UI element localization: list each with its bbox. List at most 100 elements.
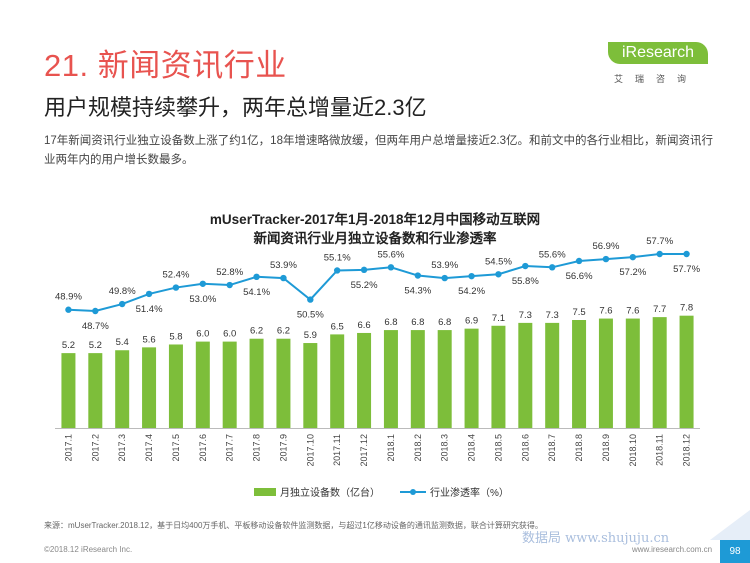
x-tick-label: 2017.4	[144, 434, 154, 462]
bar-value-label: 5.9	[304, 330, 317, 341]
x-tick-label: 2018.7	[547, 434, 557, 462]
bar	[598, 318, 613, 428]
line-point	[575, 257, 583, 265]
x-tick-label: 2018.2	[413, 434, 423, 462]
bar	[625, 318, 640, 428]
bar-value-label: 6.9	[465, 316, 478, 327]
bar-value-label: 7.3	[546, 310, 559, 321]
page-number: 98	[720, 540, 750, 563]
x-tick-label: 2017.5	[171, 434, 181, 462]
line-point	[172, 284, 180, 291]
x-tick-label: 2017.2	[90, 434, 100, 462]
bar	[195, 341, 210, 428]
line-point	[468, 272, 475, 280]
line-value-label: 52.4%	[162, 270, 189, 281]
bar-value-label: 7.6	[626, 306, 639, 317]
x-tick-label: 2018.10	[628, 434, 638, 467]
line-value-label: 54.1%	[243, 287, 270, 298]
bar	[249, 338, 264, 428]
bar	[652, 317, 667, 428]
logo-brand: iResearch	[608, 42, 708, 64]
bar	[115, 350, 130, 428]
bar-value-label: 6.5	[331, 321, 344, 332]
bar	[437, 330, 452, 428]
line-point	[495, 271, 502, 278]
line-value-label: 55.1%	[324, 252, 351, 263]
line-value-label: 56.9%	[592, 241, 619, 252]
x-tick-label: 2017.7	[225, 434, 235, 462]
line-value-label: 57.2%	[619, 267, 646, 278]
legend-bar-label: 月独立设备数（亿台）	[280, 486, 380, 499]
bar	[142, 347, 157, 428]
bar-value-label: 7.7	[653, 304, 666, 315]
line-value-label: 48.9%	[55, 292, 82, 303]
line-point	[441, 274, 448, 282]
section-title: 21. 新闻资讯行业	[44, 48, 287, 83]
line-point	[522, 262, 529, 270]
x-tick-label: 2018.11	[655, 434, 665, 466]
line-point	[387, 264, 395, 271]
line-value-label: 57.7%	[646, 236, 673, 247]
bar	[168, 344, 183, 428]
line-point	[92, 307, 99, 315]
bar	[222, 341, 237, 428]
line-point	[280, 274, 287, 282]
x-tick-label: 2017.10	[305, 434, 315, 467]
watermark: 数据局 www.shujuju.cn	[522, 531, 670, 546]
x-tick-label: 2018.12	[682, 434, 692, 467]
line-layer	[65, 250, 690, 315]
bar-value-label: 7.1	[492, 313, 505, 324]
line-value-label: 53.0%	[189, 294, 216, 305]
line-value-label: 57.7%	[673, 264, 700, 275]
x-tick-label: 2018.6	[520, 434, 530, 462]
bar-value-label: 6.8	[411, 317, 424, 328]
line-value-label: 49.8%	[109, 286, 136, 297]
line-value-label: 55.2%	[351, 280, 378, 291]
source-note: 来源：mUserTracker.2018.12，基于日均400万手机、平板移动设…	[44, 521, 543, 530]
line-point	[333, 267, 341, 274]
bar-value-label: 7.3	[519, 310, 532, 321]
bar	[410, 330, 425, 428]
x-axis: 2017.1 2017.2 2017.3 2017.4 2017.5 2017.6 2017…	[55, 428, 700, 467]
x-tick-label: 2018.8	[574, 434, 584, 462]
legend-line-label: 行业渗透率（%）	[430, 486, 509, 499]
bar-value-label: 6.6	[357, 320, 370, 331]
x-tick-label: 2017.9	[278, 434, 288, 462]
line-point	[253, 273, 260, 280]
bar-value-label: 5.4	[116, 337, 129, 348]
line-value-label: 54.3%	[404, 286, 431, 297]
line-value-label: 53.9%	[431, 260, 458, 271]
line-point	[656, 250, 663, 258]
line-point	[548, 264, 556, 271]
line-value-label: 55.6%	[539, 249, 566, 260]
x-tick-label: 2017.11	[332, 434, 342, 466]
line-point	[360, 266, 368, 274]
bar-value-label: 6.8	[438, 317, 451, 328]
x-tick-label: 2017.6	[198, 434, 208, 462]
bar	[491, 325, 506, 428]
x-tick-label: 2018.1	[386, 434, 396, 462]
line-value-label: 50.5%	[297, 310, 324, 321]
x-tick-label: 2017.3	[117, 434, 127, 462]
bar-value-label: 6.8	[384, 317, 397, 328]
logo-subtitle: 艾瑞咨询	[614, 74, 699, 84]
line-point	[414, 272, 422, 279]
line-point	[683, 250, 690, 258]
labels-layer: 5.2 5.2 5.4 5.6 5.8 6.0 6.0 6.2 6.2 5.9 6.5 6.6 6.8 6…	[55, 236, 701, 351]
bar-value-label: 5.2	[89, 340, 102, 351]
line-value-label: 54.2%	[458, 286, 485, 297]
line-point	[65, 306, 72, 313]
line-value-label: 51.4%	[136, 304, 163, 315]
bar-value-label: 6.0	[196, 329, 209, 340]
x-tick-label: 2018.4	[467, 434, 477, 462]
penetration-line	[68, 253, 687, 313]
legend-bar-swatch	[254, 488, 276, 496]
x-tick-label: 2018.3	[440, 434, 450, 462]
x-tick-label: 2018.5	[493, 434, 503, 462]
line-value-label: 52.8%	[216, 267, 243, 278]
line-value-label: 53.9%	[270, 260, 297, 271]
bar	[303, 343, 318, 428]
bar-value-label: 5.6	[142, 334, 155, 345]
bar	[572, 320, 587, 428]
line-point	[602, 255, 610, 263]
